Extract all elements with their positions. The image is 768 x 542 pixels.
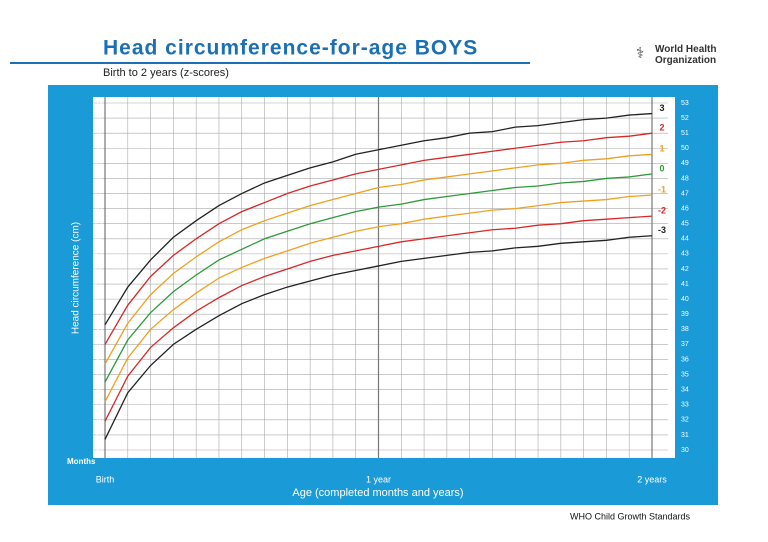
series-label: 2 bbox=[659, 123, 664, 133]
y-tick-label-left: 41 bbox=[94, 281, 102, 288]
x-axis-label: Age (completed months and years) bbox=[292, 487, 463, 499]
x-tick-label: 1 year bbox=[366, 474, 391, 484]
y-tick-label-left: 40 bbox=[94, 296, 102, 303]
y-tick-label-left: 39 bbox=[94, 311, 102, 318]
series-label: -3 bbox=[658, 225, 666, 235]
z-score-line bbox=[104, 194, 653, 403]
y-tick-label-left: 37 bbox=[94, 341, 102, 348]
y-tick-label-left: 30 bbox=[94, 447, 102, 454]
x-unit-label: Months bbox=[67, 457, 96, 466]
y-tick-label: 45 bbox=[681, 221, 689, 228]
y-tick-label-left: 42 bbox=[94, 266, 102, 273]
z-score-line bbox=[104, 153, 653, 365]
y-tick-label: 42 bbox=[681, 266, 689, 273]
y-axis-label: Head circumference (cm) bbox=[71, 222, 82, 334]
series-label: 3 bbox=[659, 103, 664, 113]
y-tick-label-left: 33 bbox=[94, 402, 102, 409]
y-tick-label-left: 44 bbox=[94, 236, 102, 243]
y-tick-label: 49 bbox=[681, 160, 689, 167]
y-tick-label: 39 bbox=[681, 311, 689, 318]
y-tick-label: 46 bbox=[681, 205, 689, 212]
chart-title: Head circumference-for-age BOYS bbox=[103, 37, 478, 60]
y-tick-label: 34 bbox=[681, 386, 689, 393]
who-emblem: ⚕ bbox=[636, 45, 644, 62]
z-score-line bbox=[104, 112, 653, 326]
y-tick-label-left: 47 bbox=[94, 190, 102, 197]
z-score-line bbox=[104, 132, 653, 345]
y-tick-label: 41 bbox=[681, 281, 689, 288]
series-label: -1 bbox=[658, 184, 666, 194]
x-tick-label: 2 years bbox=[637, 474, 667, 484]
y-tick-label: 38 bbox=[681, 326, 689, 333]
y-tick-label: 36 bbox=[681, 356, 689, 363]
y-tick-label-left: 35 bbox=[94, 371, 102, 378]
y-tick-label: 47 bbox=[681, 190, 689, 197]
y-tick-label: 35 bbox=[681, 371, 689, 378]
y-tick-label: 30 bbox=[681, 447, 689, 454]
y-tick-label: 51 bbox=[681, 130, 689, 137]
series-label: 1 bbox=[659, 144, 664, 154]
y-tick-label-left: 32 bbox=[94, 417, 102, 424]
y-tick-label: 31 bbox=[681, 432, 689, 439]
y-tick-label-left: 46 bbox=[94, 205, 102, 212]
y-tick-label: 32 bbox=[681, 417, 689, 424]
y-tick-label-left: 49 bbox=[94, 160, 102, 167]
y-tick-label: 43 bbox=[681, 251, 689, 258]
y-tick-label: 52 bbox=[681, 115, 689, 122]
y-tick-label-left: 36 bbox=[94, 356, 102, 363]
y-tick-label: 50 bbox=[681, 145, 689, 152]
z-score-line bbox=[104, 173, 653, 383]
series-label: 0 bbox=[659, 163, 664, 173]
y-tick-label: 44 bbox=[681, 236, 689, 243]
y-tick-label-left: 52 bbox=[94, 115, 102, 122]
z-score-line bbox=[104, 235, 653, 440]
y-tick-label-left: 45 bbox=[94, 221, 102, 228]
organization-box: World Health Organization bbox=[655, 44, 717, 66]
y-tick-label: 37 bbox=[681, 341, 689, 348]
y-tick-label-left: 51 bbox=[94, 130, 102, 137]
y-tick-label: 53 bbox=[681, 100, 689, 107]
y-tick-label: 33 bbox=[681, 402, 689, 409]
y-tick-label-left: 43 bbox=[94, 251, 102, 258]
plot-area bbox=[93, 97, 675, 458]
organization: World Health Organization bbox=[655, 44, 717, 66]
y-tick-label-left: 48 bbox=[94, 175, 102, 182]
y-tick-label-left: 50 bbox=[94, 145, 102, 152]
y-tick-label-left: 34 bbox=[94, 386, 102, 393]
z-score-line bbox=[104, 215, 653, 422]
footer: WHO Child Growth Standards bbox=[570, 511, 691, 521]
y-tick-label-left: 38 bbox=[94, 326, 102, 333]
chart-subtitle: Birth to 2 years (z-scores) bbox=[103, 67, 229, 79]
y-tick-label-left: 31 bbox=[94, 432, 102, 439]
series-label: -2 bbox=[658, 206, 666, 216]
y-tick-label: 48 bbox=[681, 175, 689, 182]
x-tick-label: Birth bbox=[96, 474, 115, 484]
y-tick-label: 40 bbox=[681, 296, 689, 303]
y-tick-label-left: 53 bbox=[94, 100, 102, 107]
